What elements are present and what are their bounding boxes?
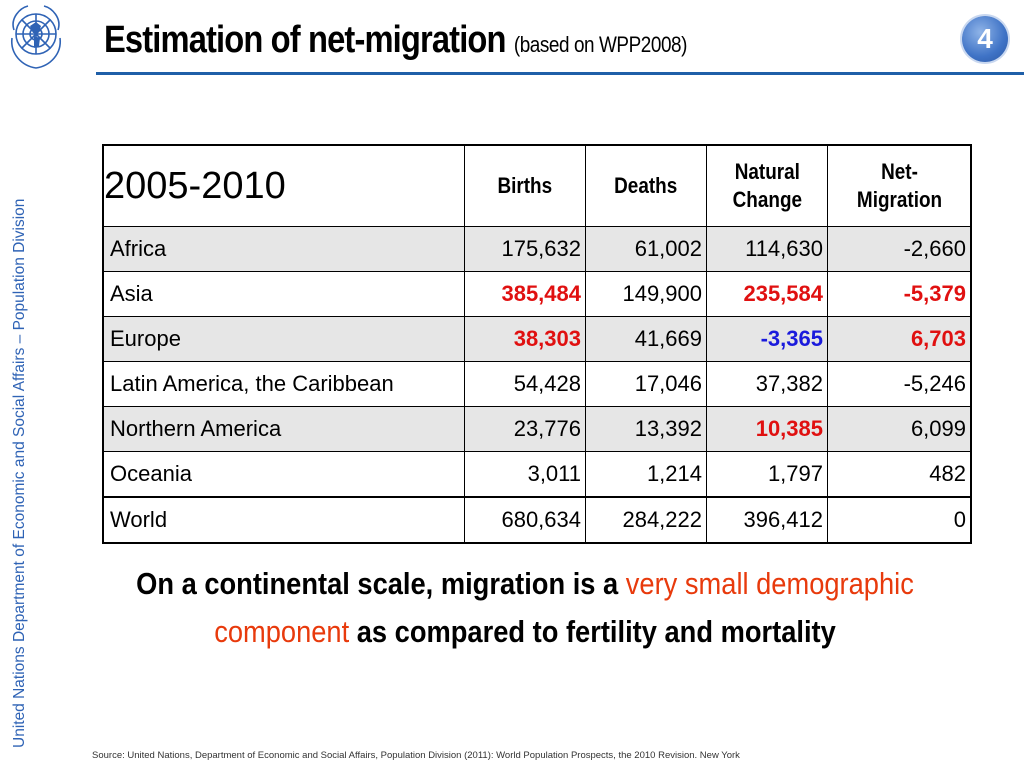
cell-natural-change: 114,630 bbox=[706, 226, 828, 272]
headline-part2: as compared to fertility and mortality bbox=[349, 614, 836, 649]
cell-deaths: 284,222 bbox=[585, 496, 707, 544]
cell-net-migration: 0 bbox=[827, 496, 972, 544]
cell-deaths: 13,392 bbox=[585, 406, 707, 452]
table-row-asia: Asia 385,484 149,900 235,584 -5,379 bbox=[102, 271, 972, 317]
title-subtitle: (based on WPP2008) bbox=[513, 32, 688, 57]
table-row-africa: Africa 175,632 61,002 114,630 -2,660 bbox=[102, 226, 972, 272]
cell-region: World bbox=[102, 496, 465, 544]
cell-net-migration: -2,660 bbox=[827, 226, 972, 272]
cell-births: 23,776 bbox=[464, 406, 586, 452]
cell-deaths: 1,214 bbox=[585, 451, 707, 498]
col-header-births-text: Births bbox=[497, 173, 553, 198]
period-label: 2005-2010 bbox=[103, 145, 465, 227]
source-citation: Source: United Nations, Department of Ec… bbox=[92, 750, 740, 761]
table-row-oceania: Oceania 3,011 1,214 1,797 482 bbox=[102, 451, 972, 498]
cell-births: 38,303 bbox=[464, 316, 586, 362]
cell-natural-change: 1,797 bbox=[706, 451, 828, 498]
headline-text: On a continental scale, migration is a v… bbox=[129, 560, 921, 656]
cell-births: 175,632 bbox=[464, 226, 586, 272]
table-header-row: 2005-2010 Births Deaths Natural Change Ne… bbox=[103, 144, 972, 227]
table-row-europe: Europe 38,303 41,669 -3,365 6,703 bbox=[102, 316, 972, 362]
cell-deaths: 149,900 bbox=[585, 271, 707, 317]
col-header-natural-change: Natural Change bbox=[706, 144, 828, 227]
col-header-deaths: Deaths bbox=[585, 144, 707, 227]
headline-highlight: very small demographic component bbox=[214, 566, 914, 649]
col-header-natural-line2: Change bbox=[732, 187, 802, 212]
col-header-net-line1: Net- bbox=[880, 159, 918, 184]
cell-natural-change: 235,584 bbox=[706, 271, 828, 317]
cell-net-migration: 6,703 bbox=[827, 316, 972, 362]
table-row-world: World 680,634 284,222 396,412 0 bbox=[102, 496, 972, 544]
cell-region: Asia bbox=[102, 271, 465, 317]
cell-net-migration: 6,099 bbox=[827, 406, 972, 452]
cell-net-migration: -5,246 bbox=[827, 361, 972, 407]
table-row-northern-america: Northern America 23,776 13,392 10,385 6,… bbox=[102, 406, 972, 452]
cell-natural-change: 37,382 bbox=[706, 361, 828, 407]
cell-deaths: 61,002 bbox=[585, 226, 707, 272]
title-main: Estimation of net-migration bbox=[104, 19, 506, 61]
cell-region: Oceania bbox=[102, 451, 465, 498]
col-header-net-migration: Net- Migration bbox=[827, 144, 972, 227]
un-emblem-icon bbox=[4, 4, 68, 72]
cell-deaths: 41,669 bbox=[585, 316, 707, 362]
page-title: Estimation of net-migration (based on WP… bbox=[104, 18, 687, 67]
cell-births: 54,428 bbox=[464, 361, 586, 407]
col-header-natural-change-text: Natural Change bbox=[732, 158, 801, 214]
cell-region: Latin America, the Caribbean bbox=[102, 361, 465, 407]
cell-net-migration: -5,379 bbox=[827, 271, 972, 317]
cell-births: 680,634 bbox=[464, 496, 586, 544]
slide-number-badge: 4 bbox=[962, 16, 1008, 62]
col-header-births: Births bbox=[464, 144, 586, 227]
cell-region: Northern America bbox=[102, 406, 465, 452]
title-divider bbox=[96, 72, 1024, 75]
headline-statement: On a continental scale, migration is a v… bbox=[120, 560, 930, 656]
table-row-latin-america: Latin America, the Caribbean 54,428 17,0… bbox=[102, 361, 972, 407]
cell-natural-change: 10,385 bbox=[706, 406, 828, 452]
cell-region: Europe bbox=[102, 316, 465, 362]
sidebar-organization-text: United Nations Department of Economic an… bbox=[11, 198, 28, 748]
col-header-net-line2: Migration bbox=[856, 187, 942, 212]
migration-table: 2005-2010 Births Deaths Natural Change Ne… bbox=[102, 144, 972, 544]
col-header-deaths-text: Deaths bbox=[614, 173, 678, 198]
cell-natural-change: 396,412 bbox=[706, 496, 828, 544]
headline-part1: On a continental scale, migration is a bbox=[136, 566, 626, 601]
cell-deaths: 17,046 bbox=[585, 361, 707, 407]
cell-births: 385,484 bbox=[464, 271, 586, 317]
cell-region: Africa bbox=[102, 226, 465, 272]
col-header-net-migration-text: Net- Migration bbox=[856, 158, 941, 214]
migration-table-container: 2005-2010 Births Deaths Natural Change Ne… bbox=[102, 144, 972, 544]
col-header-natural-line1: Natural bbox=[734, 159, 800, 184]
cell-births: 3,011 bbox=[464, 451, 586, 498]
cell-net-migration: 482 bbox=[827, 451, 972, 498]
cell-natural-change: -3,365 bbox=[706, 316, 828, 362]
